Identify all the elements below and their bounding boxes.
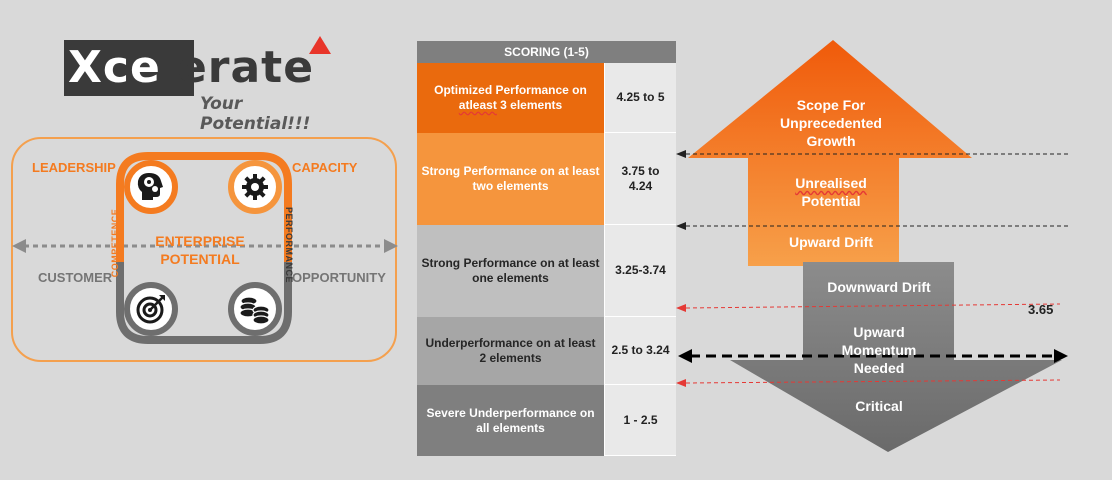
- row-description: Optimized Performance on atleast 3 eleme…: [417, 63, 604, 133]
- customer-circle: [124, 282, 178, 336]
- competence-label: COMPETENCE: [110, 208, 120, 278]
- down-arrow-top-text: Downward Drift: [827, 279, 931, 295]
- table-row: Strong Performance on at least one eleme…: [417, 225, 676, 317]
- growth-arrows-graphic: [676, 40, 1070, 452]
- down-arrow-low-text: Critical: [855, 398, 903, 414]
- brain-gear-head-icon: [137, 173, 163, 200]
- customer-label: CUSTOMER: [38, 270, 113, 285]
- row-score: 3.75 to 4.24: [604, 133, 676, 225]
- enterprise-potential-frame: [11, 137, 397, 362]
- table-row: Underperformance on at least 2 elements …: [417, 317, 676, 385]
- table-row: Optimized Performance on atleast 3 eleme…: [417, 63, 676, 133]
- down-arrow-icon: [730, 262, 1062, 452]
- opportunity-label: OPPORTUNITY: [292, 270, 386, 285]
- brand-logo: Xcelerate Your Potential!!!: [64, 36, 344, 134]
- horizontal-dashed-arrow: [12, 239, 398, 253]
- leadership-label: LEADERSHIP: [32, 160, 116, 175]
- coins-stack-icon: [239, 296, 270, 324]
- opportunity-circle: [228, 282, 282, 336]
- leadership-circle: [124, 160, 178, 214]
- up-arrow-icon: [688, 40, 972, 266]
- up-arrow-low-text: Upward Drift: [789, 234, 873, 250]
- row-score: 1 - 2.5: [604, 385, 676, 456]
- row-description: Strong Performance on at least two eleme…: [417, 133, 604, 225]
- up-arrow-mid-text: Unrealised Potential: [795, 175, 867, 209]
- target-dart-icon: [136, 295, 165, 324]
- performance-label: PERFORMANCE: [284, 206, 294, 283]
- capacity-label: CAPACITY: [292, 160, 358, 175]
- row-description: Severe Underperformance on all elements: [417, 385, 604, 456]
- logo-tagline: Your Potential!!!: [200, 94, 311, 134]
- cycle-loop: [116, 152, 292, 344]
- table-row: Strong Performance on at least two eleme…: [417, 133, 676, 225]
- down-arrow-mid-text: Upward Momentum Needed: [841, 324, 917, 376]
- scoring-table-header: SCORING (1-5): [417, 41, 676, 63]
- scoring-table: SCORING (1-5) Optimized Performance on a…: [417, 41, 676, 456]
- score-value: 3.65: [1028, 302, 1054, 317]
- center-title: ENTERPRISE POTENTIAL: [155, 233, 245, 267]
- gear-icon: [242, 174, 268, 200]
- row-score: 4.25 to 5: [604, 63, 676, 133]
- row-description: Underperformance on at least 2 elements: [417, 317, 604, 385]
- row-description: Strong Performance on at least one eleme…: [417, 225, 604, 317]
- row-score: 3.25-3.74: [604, 225, 676, 317]
- logo-dark-box: [64, 40, 194, 96]
- row-score: 2.5 to 3.24: [604, 317, 676, 385]
- capacity-circle: [228, 160, 282, 214]
- logo-triangle-icon: [309, 36, 331, 54]
- up-arrow-head-text: Scope For Unprecedented Growth: [780, 97, 882, 149]
- logo-wordmark: Xcelerate: [68, 42, 315, 93]
- table-row: Severe Underperformance on all elements …: [417, 385, 676, 456]
